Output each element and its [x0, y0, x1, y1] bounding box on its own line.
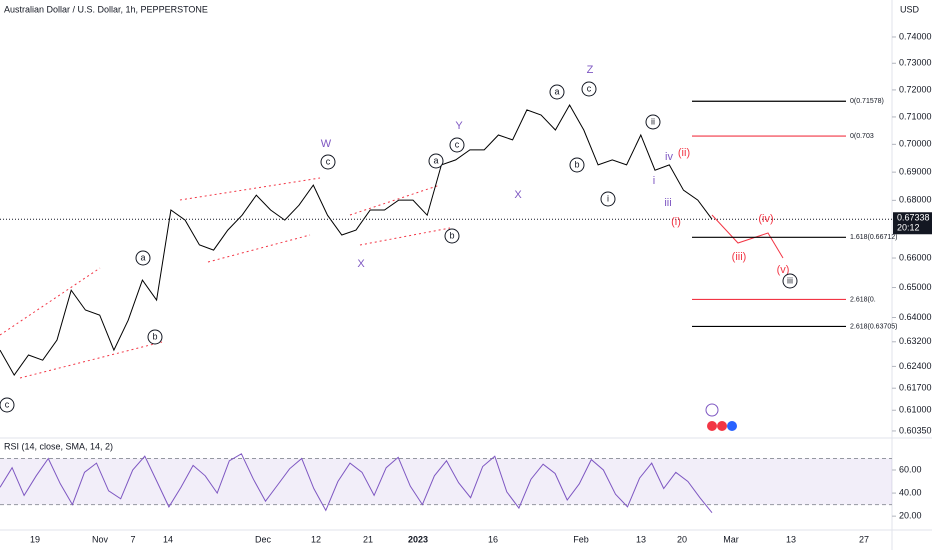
wave-circle: [320, 154, 336, 170]
x-tick-label: 2023: [408, 534, 428, 544]
wave-label: b: [574, 159, 579, 169]
x-tick-label: 16: [488, 534, 498, 544]
x-tick-label: Dec: [255, 534, 272, 544]
y-tick-label: 0.74000: [899, 31, 932, 41]
wave-label: (i): [671, 216, 681, 228]
y-tick-label: 0.62400: [899, 361, 932, 371]
y-tick-label: 0.65000: [899, 282, 932, 292]
x-tick-label: 21: [363, 534, 373, 544]
wave-label: Z: [587, 64, 594, 76]
y-tick-label: 0.61700: [899, 383, 932, 393]
last-price-box: [893, 212, 932, 235]
wave-label: c: [326, 156, 331, 166]
y-tick-label: 0.61000: [899, 405, 932, 415]
wave-label: i: [607, 193, 609, 203]
event-icon[interactable]: [707, 421, 717, 431]
wave-circle: [782, 273, 798, 289]
y-tick-label: 0.69000: [899, 167, 932, 177]
wave-circle: [135, 250, 151, 266]
x-tick-label: 20: [677, 534, 687, 544]
wave-label: iv: [665, 151, 673, 163]
wave-label: (v): [777, 264, 790, 276]
wave-label: (iii): [732, 251, 747, 263]
wave-circle: [0, 397, 15, 413]
y-tick-label: 0.68000: [899, 195, 932, 205]
wave-label: (iv): [758, 213, 773, 225]
fib-label: 0(0.703: [850, 133, 874, 140]
wave-label: c: [5, 399, 10, 409]
wave-label: a: [140, 252, 145, 262]
wave-label: iii: [787, 275, 793, 285]
rsi-band: [0, 458, 892, 505]
x-tick-label: 12: [311, 534, 321, 544]
price-line: [0, 103, 713, 377]
chart-title: Australian Dollar / U.S. Dollar, 1h, PEP…: [4, 4, 208, 14]
y-tick-label: 0.64000: [899, 312, 932, 322]
wave-label: W: [321, 138, 332, 150]
x-tick-label: Feb: [573, 534, 589, 544]
wave-circle: [600, 191, 616, 207]
rsi-tick-label: 60.00: [899, 464, 922, 474]
wave-label: a: [433, 155, 438, 165]
y-tick-label: 0.63200: [899, 336, 932, 346]
wave-label: iii: [664, 197, 671, 209]
wave-label: (ii): [678, 147, 690, 159]
channel-line: [349, 184, 441, 216]
rsi-tick-label: 40.00: [899, 487, 922, 497]
wave-circle: [569, 157, 585, 173]
projection: [711, 214, 784, 259]
wave-label: c: [587, 83, 592, 93]
wave-label: X: [357, 258, 365, 270]
y-tick-label: 0.60350: [899, 425, 932, 435]
x-tick-label: 19: [30, 534, 40, 544]
fib-label: 2.618(0.: [850, 296, 876, 303]
x-tick-label: 27: [859, 534, 869, 544]
currency: USD: [900, 4, 920, 14]
x-tick-label: Nov: [92, 534, 109, 544]
wave-label: b: [449, 230, 454, 240]
y-tick-label: 0.71000: [899, 111, 932, 121]
wave-circle: [549, 84, 565, 100]
last-price-label: 0.67338: [897, 213, 930, 223]
y-tick-label: 0.73000: [899, 58, 932, 68]
wave-circle: [428, 153, 444, 169]
wave-circle: [645, 114, 661, 130]
fib-label: 2.618(0.63705): [850, 323, 897, 330]
event-icon[interactable]: [717, 421, 727, 431]
channel-line: [359, 227, 451, 246]
wave-label: ii: [651, 116, 655, 126]
rsi-line: [0, 453, 713, 514]
y-tick-label: 0.66000: [899, 252, 932, 262]
wave-label: a: [554, 86, 559, 96]
channel-line: [0, 267, 101, 336]
channel-line: [179, 177, 321, 201]
x-tick-label: 14: [163, 534, 173, 544]
event-icon[interactable]: [727, 421, 737, 431]
wave-circle: [147, 329, 163, 345]
x-tick-label: 13: [636, 534, 646, 544]
rsi-tick-label: 20.00: [899, 511, 922, 521]
wave-label: Y: [455, 120, 463, 132]
wave-label: b: [152, 331, 157, 341]
wave-circle: [449, 137, 465, 153]
wave-circle: [581, 81, 597, 97]
fib-label: 0(0.71578): [850, 98, 884, 105]
wave-label: X: [514, 189, 522, 201]
rsi-title: RSI (14, close, SMA, 14, 2): [4, 441, 113, 451]
event-icon[interactable]: [705, 403, 719, 417]
x-tick-label: 13: [786, 534, 796, 544]
wave-label: c: [455, 139, 460, 149]
wave-label: i: [653, 175, 655, 187]
fib-label: 1.618(0.66712): [850, 234, 897, 241]
x-tick-label: 7: [130, 534, 135, 544]
y-tick-label: 0.70000: [899, 139, 932, 149]
countdown: 20:12: [897, 223, 920, 233]
y-tick-label: 0.72000: [899, 84, 932, 94]
x-tick-label: Mar: [723, 534, 739, 544]
wave-circle: [444, 228, 460, 244]
